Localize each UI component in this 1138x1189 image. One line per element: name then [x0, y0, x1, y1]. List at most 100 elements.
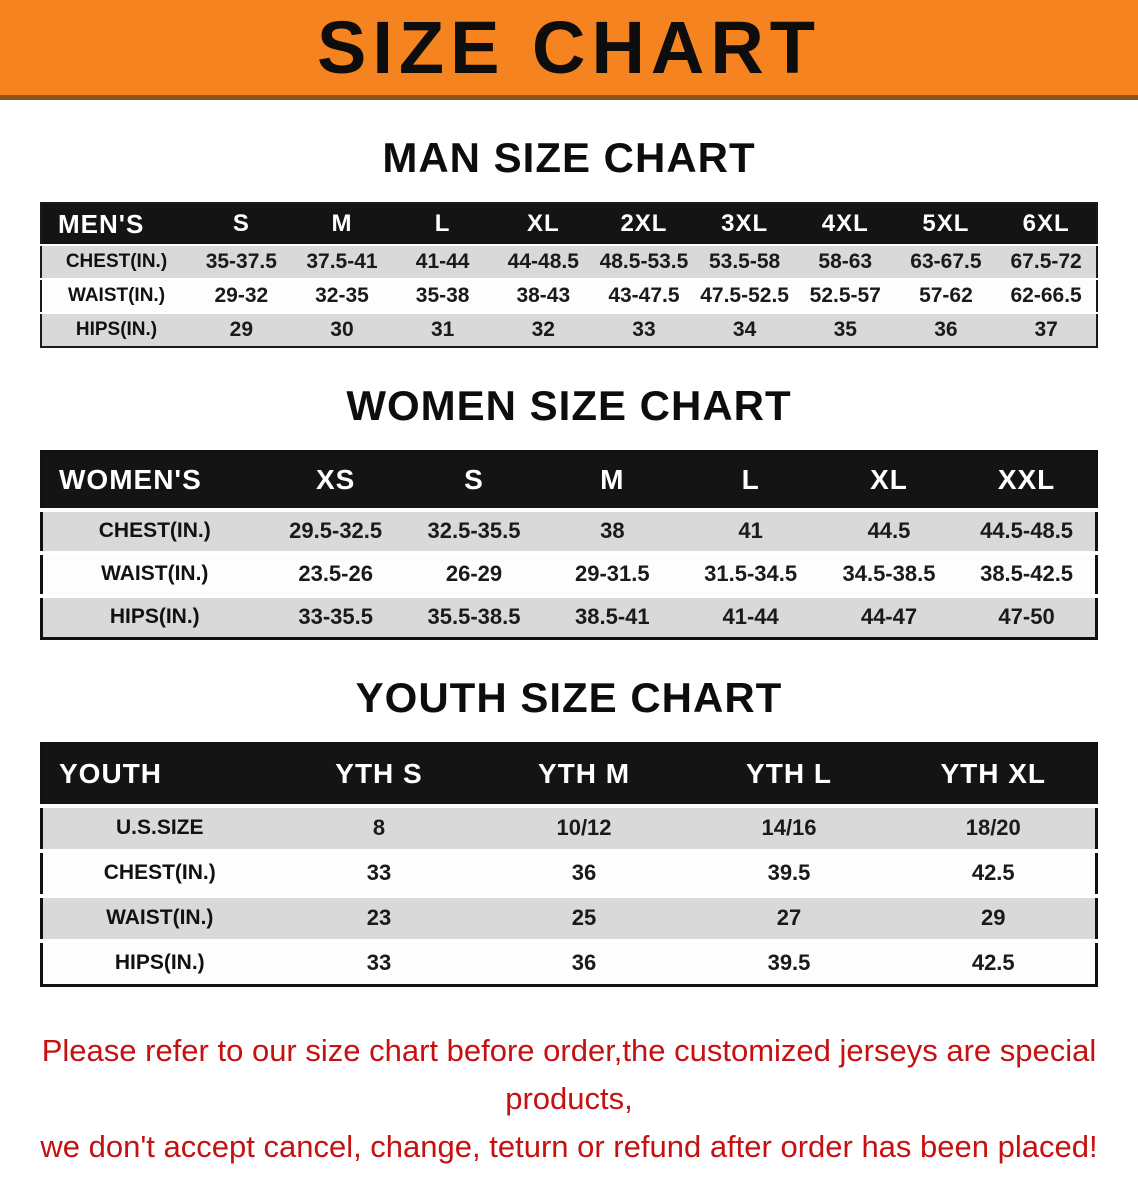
size-value: 32.5-35.5 [427, 518, 521, 543]
size-value: 29.5-32.5 [289, 518, 383, 543]
size-value: 38.5-42.5 [980, 561, 1074, 586]
size-value: 32-35 [315, 284, 369, 307]
size-value: 41-44 [415, 250, 470, 273]
table-row: WAIST(IN.) 23 25 27 29 [41, 895, 1097, 941]
size-value: 31 [430, 318, 455, 341]
size-column-header: 4XL [794, 203, 896, 245]
size-value: 33 [366, 860, 392, 885]
women-size-table: WOMEN'S XS S M L XL XXL CHEST(IN.) 29.5-32.5 32.5… [40, 450, 1098, 640]
charts-container: MAN SIZE CHART MEN'S S M L XL 2XL 3XL 4XL 5XL 6XL… [0, 134, 1138, 987]
size-value: 41 [738, 518, 763, 543]
table-row: CHEST(IN.) 29.5-32.5 32.5-35.5 38 41 44.5 44.5… [41, 509, 1097, 553]
size-value: 35.5-38.5 [427, 604, 521, 630]
size-value: 36 [571, 950, 597, 976]
size-value: 37 [1034, 318, 1058, 341]
table-category-header: MEN'S [41, 203, 191, 245]
size-column-header: L [392, 203, 493, 245]
size-value: 39.5 [767, 860, 811, 885]
size-value: 33-35.5 [298, 604, 373, 630]
size-value: 63-67.5 [910, 250, 982, 273]
size-value: 26-29 [445, 561, 503, 586]
table-header-row: WOMEN'S XS S M L XL XXL [41, 451, 1097, 510]
row-label: CHEST(IN.) [65, 251, 168, 272]
row-label: U.S.SIZE [115, 816, 204, 839]
table-row: U.S.SIZE 8 10/12 14/16 18/20 [41, 805, 1097, 851]
youth-chart-title: YOUTH SIZE CHART [355, 674, 783, 721]
size-value: 39.5 [767, 950, 811, 976]
row-label: WAIST(IN.) [101, 562, 209, 585]
row-label: HIPS(IN.) [75, 319, 158, 340]
size-value: 18/20 [965, 815, 1021, 840]
size-value: 23 [366, 905, 392, 930]
row-label: WAIST(IN.) [106, 906, 214, 929]
size-value: 36 [934, 318, 958, 341]
size-value: 14/16 [761, 815, 817, 840]
size-value: 30 [330, 318, 354, 341]
row-label: CHEST(IN.) [98, 519, 211, 542]
size-value: 37.5-41 [306, 250, 378, 273]
size-column-header: YTH S [276, 743, 482, 806]
size-value: 29 [229, 318, 253, 341]
table-header-row: YOUTH YTH S YTH M YTH L YTH XL [41, 743, 1097, 806]
table-category-header: WOMEN'S [41, 451, 267, 510]
size-value: 42.5 [971, 860, 1015, 885]
size-value: 44-48.5 [507, 250, 579, 273]
size-value: 44.5-48.5 [980, 518, 1074, 543]
size-column-header: XXL [958, 451, 1097, 510]
youth-size-chart-section: YOUTH SIZE CHART YOUTH YTH S YTH M YTH L YTH… [0, 674, 1138, 987]
size-value: 35-38 [415, 284, 470, 307]
footer-notice: Please refer to our size chart before or… [24, 1027, 1114, 1189]
table-row: CHEST(IN.) 33 36 39.5 42.5 [41, 850, 1097, 896]
table-header-row: MEN'S S M L XL 2XL 3XL 4XL 5XL 6XL [41, 203, 1097, 245]
size-value: 33 [366, 950, 392, 976]
row-label: CHEST(IN.) [103, 861, 216, 884]
size-value: 38 [600, 518, 625, 543]
size-value: 38.5-41 [575, 604, 650, 630]
table-row: WAIST(IN.) 23.5-26 26-29 29-31.5 31.5-34.5 34… [41, 552, 1097, 596]
size-column-header: YTH XL [891, 743, 1097, 806]
size-value: 62-66.5 [1010, 284, 1082, 307]
size-value: 67.5-72 [1010, 250, 1082, 273]
women-size-chart-section: WOMEN SIZE CHART WOMEN'S XS S M L XL XXL CHEST(… [0, 382, 1138, 640]
size-value: 23.5-26 [298, 561, 373, 586]
size-value: 47.5-52.5 [700, 284, 789, 307]
women-chart-title: WOMEN SIZE CHART [346, 382, 792, 429]
notice-line-2: we don't accept cancel, change, teturn o… [40, 1129, 1098, 1165]
size-value: 53.5-58 [708, 250, 781, 273]
size-value: 57-62 [919, 284, 973, 307]
size-column-header: XS [266, 451, 405, 510]
size-value: 36 [571, 860, 597, 885]
size-value: 48.5-53.5 [599, 250, 689, 273]
table-row: WAIST(IN.) 29-32 32-35 35-38 38-43 43-47.5 47.… [41, 279, 1097, 313]
notice-line-1: Please refer to our size chart before or… [41, 1033, 1097, 1117]
size-value: 44.5 [867, 518, 911, 543]
size-value: 47-50 [998, 604, 1055, 630]
size-value: 10/12 [556, 815, 612, 840]
size-column-header: 3XL [694, 203, 795, 245]
men-chart-title: MAN SIZE CHART [382, 134, 756, 181]
size-column-header: 6XL [996, 203, 1097, 245]
size-value: 34 [732, 318, 757, 341]
size-column-header: L [681, 451, 820, 510]
table-row: HIPS(IN.) 33-35.5 35.5-38.5 38.5-41 41-44 44-… [41, 595, 1097, 639]
size-value: 29-31.5 [575, 561, 650, 586]
size-column-header: M [291, 203, 393, 245]
table-row: HIPS(IN.) 33 36 39.5 42.5 [41, 940, 1097, 986]
size-value: 52.5-57 [809, 284, 881, 307]
size-column-header: XL [492, 203, 594, 245]
table-category-header: YOUTH [41, 743, 277, 806]
size-value: 35-37.5 [205, 250, 277, 273]
size-value: 43-47.5 [608, 284, 680, 307]
size-value: 33 [632, 318, 656, 341]
size-value: 25 [571, 905, 597, 930]
size-column-header: XL [819, 451, 959, 510]
size-column-header: S [191, 203, 292, 245]
size-value: 27 [776, 905, 802, 930]
size-column-header: M [543, 451, 682, 510]
size-column-header: 5XL [895, 203, 997, 245]
size-value: 44-47 [860, 604, 918, 630]
size-column-header: YTH L [686, 743, 892, 806]
size-value: 29-32 [214, 284, 269, 307]
size-column-header: 2XL [593, 203, 695, 245]
